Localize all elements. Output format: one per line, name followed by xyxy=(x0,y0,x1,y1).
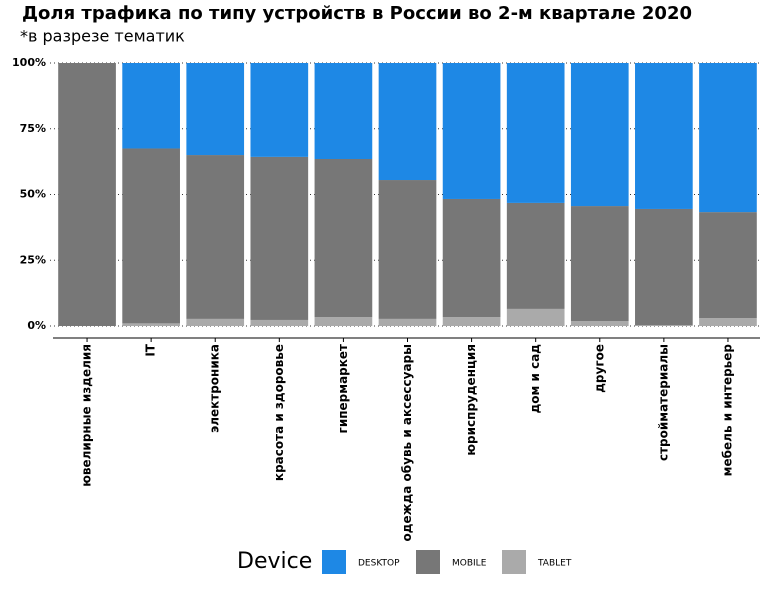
x-tick-label: красота и здоровье xyxy=(272,344,286,481)
legend-swatch xyxy=(416,550,440,574)
bar-segment xyxy=(314,63,373,159)
y-tick-label: 0% xyxy=(27,319,46,332)
bar-segment xyxy=(442,198,501,318)
bar-segment xyxy=(378,318,437,326)
x-tick-label: IT xyxy=(144,343,158,356)
bar-segment xyxy=(186,318,245,326)
x-tick-label: стройматериалы xyxy=(656,344,670,461)
bar-segment xyxy=(250,319,309,326)
x-tick-label: мебель и интерьер xyxy=(720,344,734,477)
bar-segment xyxy=(58,63,116,326)
bar-segment xyxy=(506,202,565,309)
legend-label: MOBILE xyxy=(452,559,487,569)
bar-segment xyxy=(506,63,565,203)
bar-segment xyxy=(378,180,437,319)
x-tick-label: электроника xyxy=(208,344,222,433)
bar-segment xyxy=(314,317,373,326)
bar-segment xyxy=(570,206,629,322)
legend-label: DESKTOP xyxy=(358,559,400,569)
x-tick-label: ювелирные изделия xyxy=(80,344,94,487)
bar-segment xyxy=(635,63,693,209)
bar-segment xyxy=(506,308,565,326)
legend-label: TABLET xyxy=(537,559,572,569)
bar-segment xyxy=(314,158,373,318)
bar-segment xyxy=(635,325,693,326)
bar-segment xyxy=(186,63,245,156)
legend-title: Device xyxy=(237,549,312,574)
bar-segment xyxy=(442,317,501,326)
bar-segment xyxy=(186,155,245,319)
legend-swatch xyxy=(322,550,346,574)
bar-segment xyxy=(122,63,180,149)
bar-segment xyxy=(699,212,757,319)
bar-segment xyxy=(122,148,180,324)
bar-segment xyxy=(570,321,629,326)
chart-subtitle: *в разрезе тематик xyxy=(20,27,185,46)
chart-title: Доля трафика по типу устройств в России … xyxy=(22,3,692,24)
bar-segment xyxy=(699,63,757,213)
x-tick-label: юриспруденция xyxy=(464,344,478,456)
y-tick-label: 25% xyxy=(20,253,46,266)
y-tick-label: 100% xyxy=(12,56,46,69)
bar-segment xyxy=(570,63,629,207)
bar-segment xyxy=(250,63,309,157)
bar-segment xyxy=(122,323,180,326)
bar-segment xyxy=(378,63,437,181)
bar-segment xyxy=(635,208,693,326)
x-tick-label: другое xyxy=(592,344,606,393)
y-tick-label: 50% xyxy=(20,188,46,201)
y-tick-label: 75% xyxy=(20,122,46,135)
legend-swatch xyxy=(502,550,526,574)
bar-segment xyxy=(442,63,501,199)
bar-segment xyxy=(699,318,757,326)
x-tick-label: дом и сад xyxy=(528,344,542,414)
x-tick-label: гипермаркет xyxy=(336,344,350,433)
x-tick-label: одежда обувь и аксессуары xyxy=(400,344,414,541)
bar-segment xyxy=(250,156,309,320)
